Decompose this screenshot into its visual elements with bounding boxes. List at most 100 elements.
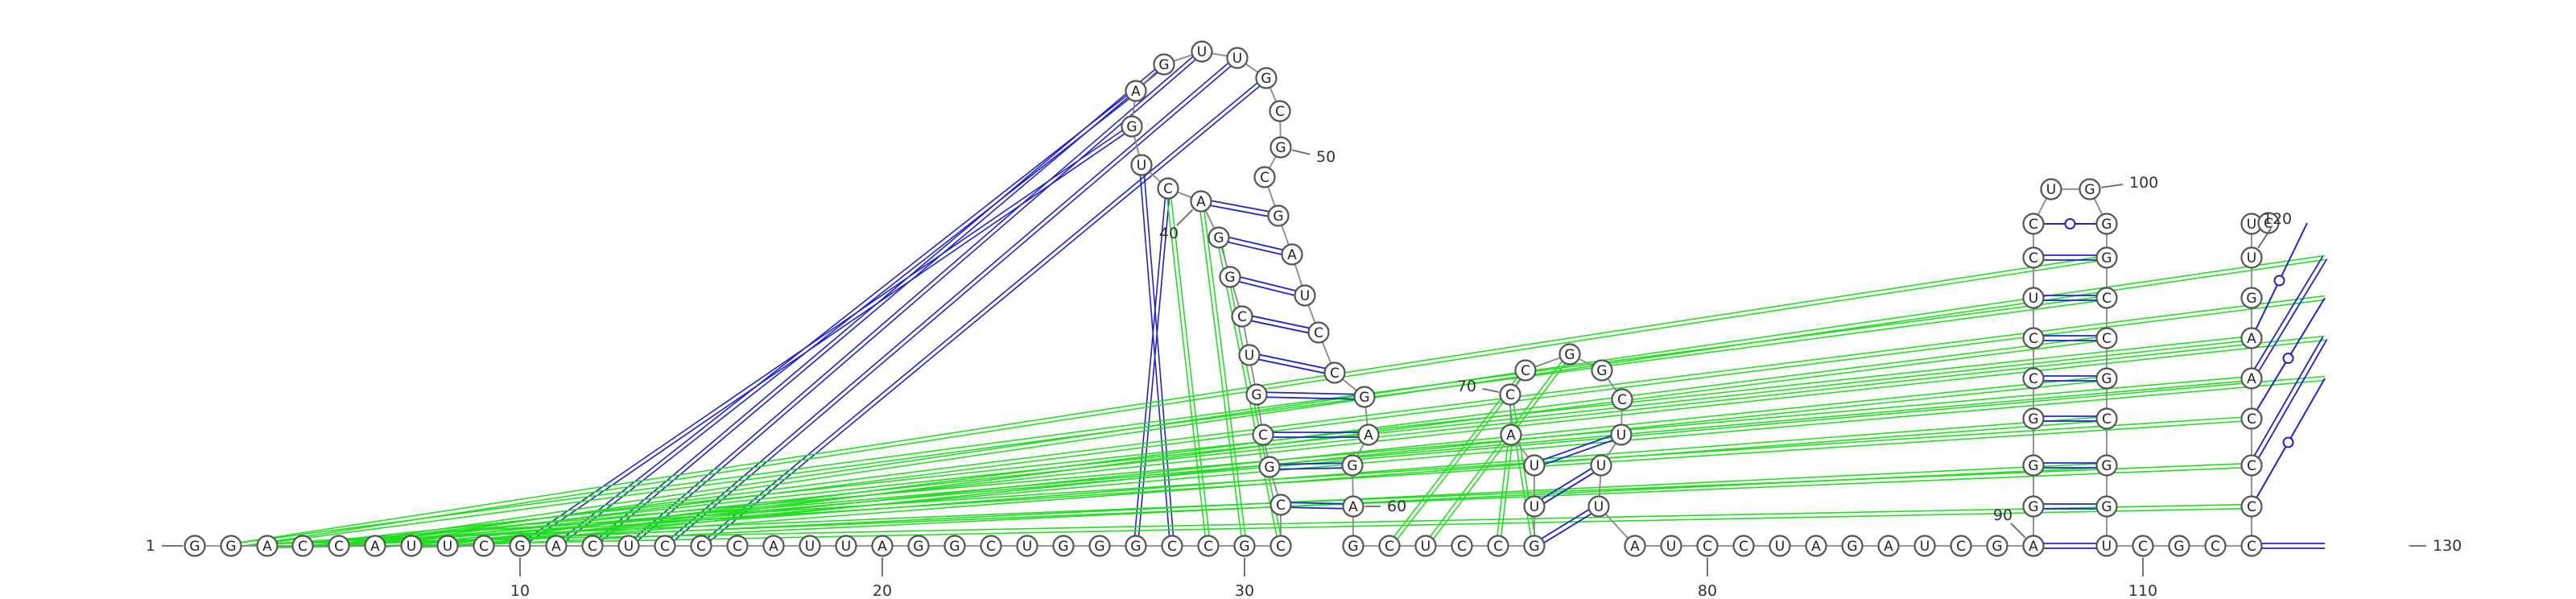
nucleotide: C [1197,535,1220,557]
nucleotide-circle [1307,321,1330,344]
nucleotide-circle [2095,495,2118,518]
nucleotide: G [220,535,242,557]
nucleotide-circle [1624,535,1646,557]
nucleotide: C [2240,535,2263,557]
nucleotide-letter: C [1457,539,1467,555]
nucleotide: G [1052,535,1075,557]
nucleotide-letter: G [1264,460,1274,476]
base-pair-line [1534,436,1623,469]
nucleotide: G [2095,454,2118,477]
nucleotide-letter: C [1493,539,1503,555]
nucleotide: G [1591,359,1613,382]
nucleotide-letter: C [2247,499,2256,515]
nucleotide-letter: U [841,539,851,555]
nucleotide-letter: G [2101,250,2112,266]
nucleotide-letter: A [370,539,380,555]
nucleotide: G [1353,386,1376,408]
backbone-path [195,51,2269,547]
long-range-line [447,335,2107,545]
base-pair-line [1269,467,1353,470]
nucleotide-circle [1611,388,1633,411]
nucleotide: G [1233,535,1256,557]
nucleotide-letter: G [514,539,525,555]
nucleotide-circle [1342,495,1364,518]
nucleotide-letter: C [1276,498,1286,514]
nucleotide: A [545,535,568,557]
nucleotide: C [2022,367,2045,390]
nucleotide-circle [1269,535,1292,557]
nucleotide-circle [1357,423,1380,446]
nucleotide: G [1125,535,1147,557]
nucleotide-circle [1591,359,1613,382]
nucleotide: U [1523,454,1546,477]
nucleotide: G [2022,495,2045,518]
nucleotide-letter: C [2029,331,2038,347]
nucleotide-letter: C [986,539,996,555]
index-label: 20 [873,582,892,599]
long-range-line [411,466,2107,549]
base-pair-line [1280,506,1353,510]
nucleotide-letter: U [2102,539,2112,555]
long-range-line [338,254,2325,545]
nucleotide-circle [1252,423,1274,446]
nucleotide: U [400,535,423,557]
long-range-line [1507,395,1534,547]
nucleotide-letter: A [1506,428,1516,444]
nucleotide-letter: C [1505,387,1515,403]
nucleotide-circle [1341,454,1364,477]
base-pair-line [1219,234,1293,253]
nucleotide: C [726,535,749,557]
nucleotide: G [943,535,966,557]
nucleotide-letter: G [1126,119,1137,135]
nucleotide-circle [2022,213,2045,235]
nucleotide-circle [256,535,279,557]
nucleotide: A [762,535,785,557]
base-pair-line [2248,255,2324,378]
index-label: 30 [1235,582,1254,599]
nucleotide-letter: U [1232,51,1242,67]
long-range-line [1165,188,1208,547]
nucleotide-letter: C [1163,181,1173,197]
nucleotide: A [2022,535,2045,557]
nucleotide-circle [1197,535,1220,557]
nucleotide-circle [871,535,894,557]
nucleotide-circle [1153,53,1175,76]
base-pair-line [1218,239,1292,258]
nucleotide: G [1841,535,1864,557]
pseudoknot-line [554,89,1135,545]
nucleotide-circle [2132,535,2154,557]
nucleotide-letter: C [2264,216,2273,232]
nucleotide-circle [1769,535,1791,557]
nucleotide-circle [473,535,495,557]
nucleotide-letter: C [2029,217,2038,233]
nucleotide: G [2240,287,2263,309]
nucleotide-circle [1190,190,1212,213]
nucleotide-circle [509,535,531,557]
nucleotide: A [1877,535,1900,557]
index-label: 60 [1387,498,1406,515]
index-label: 90 [1993,506,2013,524]
nucleotide-letter: U [1530,499,1539,515]
nucleotide: C [1499,383,1521,406]
nucleotide-circle [545,535,568,557]
nucleotide: C [2022,246,2045,269]
nucleotide: C [1269,494,1292,516]
base-pair-line [1230,274,1306,294]
nucleotide-circle [1281,243,1303,266]
nucleotide-letter: G [1224,270,1235,286]
nucleotide-circle [1523,535,1546,557]
nucleotide: C [1611,388,1633,411]
nucleotide-circle [1233,535,1256,557]
nucleotide-letter: C [1385,539,1394,555]
nucleotide: U [1769,535,1791,557]
nucleotide-letter: A [2247,371,2256,387]
nucleotide-circle [1191,40,1213,63]
nucleotide: G [1986,535,2008,557]
nucleotide: U [617,535,640,557]
wobble-pair-marker [2064,218,2076,229]
base-pairs [1200,198,2328,549]
nucleotide: A [871,535,894,557]
nucleotide: C [1269,100,1291,122]
base-pair-line [1535,507,1601,549]
pseudoknot-line [593,65,1166,548]
